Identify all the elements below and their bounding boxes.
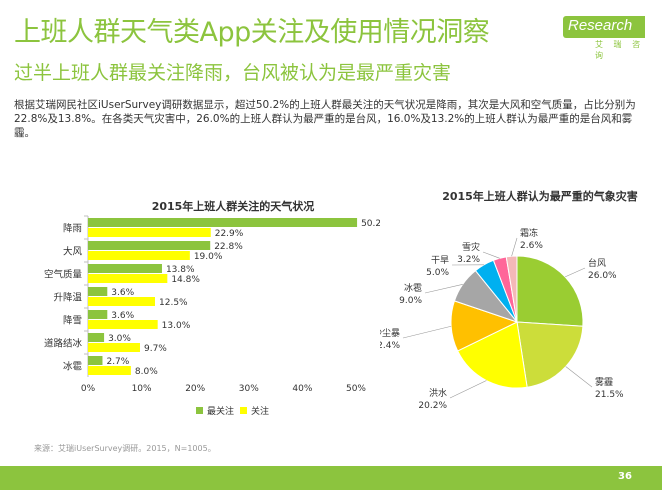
bar-data-label: 3.6% bbox=[111, 288, 134, 298]
bar-concern bbox=[88, 366, 131, 375]
pie-leader-line bbox=[449, 380, 487, 399]
bar-data-label: 8.0% bbox=[135, 367, 158, 377]
pie-slice-value: 5.0% bbox=[426, 268, 449, 278]
pie-slice-label: 洪水 bbox=[429, 387, 447, 399]
bar-data-label: 12.5% bbox=[159, 298, 188, 308]
bar-data-label: 14.8% bbox=[171, 275, 200, 285]
bar-x-tick-label: 20% bbox=[185, 384, 205, 394]
source-note: 来源：艾瑞iUserSurvey调研。2015，N=1005。 bbox=[34, 444, 216, 453]
logo-text: Research bbox=[568, 17, 633, 34]
bar-category-label: 空气质量 bbox=[44, 269, 83, 281]
bar-legend-label: 关注 bbox=[251, 405, 269, 417]
pie-slice-label: 雪灾 bbox=[462, 241, 480, 253]
bar-legend-swatch bbox=[240, 407, 247, 414]
bar-data-label: 3.6% bbox=[111, 311, 134, 321]
pie-leader-line bbox=[424, 283, 463, 294]
page-number: 36 bbox=[618, 471, 632, 482]
pie-slice-label: 霜冻 bbox=[520, 227, 538, 239]
bar-data-label: 50.2 bbox=[361, 219, 380, 229]
pie-slice bbox=[516, 255, 584, 327]
logo-background bbox=[563, 16, 645, 38]
pie-slice-label: 台风 bbox=[588, 257, 606, 269]
bar-chart: 降雨 50.2 22.9% 大风 22.8%19.0% 空气质量 13.8%14.8% 升降温… bbox=[44, 215, 380, 417]
bar-concern bbox=[88, 228, 211, 237]
pie-slice-value: 20.2% bbox=[418, 401, 447, 411]
pie-slice-value: 26.0% bbox=[588, 271, 617, 281]
bar-legend-swatch bbox=[196, 407, 203, 414]
bar-concern bbox=[88, 320, 158, 329]
bar-x-tick-label: 40% bbox=[292, 384, 312, 394]
pie-leader-line bbox=[402, 325, 452, 339]
bar-most-concern bbox=[88, 333, 105, 342]
bar-data-label: 2.7% bbox=[106, 357, 129, 367]
bar-category-label: 大风 bbox=[63, 246, 83, 258]
bar-concern bbox=[88, 297, 155, 306]
pie-chart-title: 2015年上班人群认为最严重的气象灾害 bbox=[442, 190, 638, 203]
bar-concern bbox=[88, 251, 190, 260]
bar-data-label: 3.0% bbox=[108, 334, 131, 344]
bar-x-tick-label: 50% bbox=[346, 384, 366, 394]
pie-slice bbox=[516, 321, 584, 388]
pie-chart: 台风 26.0% 雾霾 21.5% 洪水 20.2% 沙尘暴 12.4% 冰雹 9.0% 干旱 5.0… bbox=[380, 227, 624, 411]
bar-most-concern bbox=[88, 310, 108, 319]
bar-data-label: 9.7% bbox=[144, 344, 167, 354]
bar-legend-label: 最关注 bbox=[207, 405, 234, 417]
pie-slice-label: 干旱 bbox=[431, 255, 449, 266]
bar-most-concern bbox=[88, 264, 162, 273]
bar-most-concern bbox=[88, 287, 108, 296]
pie-slice-label: 雾霾 bbox=[595, 377, 613, 388]
pie-slice-value: 12.4% bbox=[380, 341, 400, 351]
footer-bar bbox=[0, 466, 662, 490]
bar-most-concern bbox=[88, 218, 358, 227]
bar-chart-title: 2015年上班人群关注的天气状况 bbox=[151, 200, 315, 213]
page-subtitle: 过半上班人群最关注降雨，台风被认为是最严重灾害 bbox=[14, 62, 452, 84]
pie-slice-value: 3.2% bbox=[457, 255, 480, 265]
bar-category-label: 降雪 bbox=[63, 315, 82, 327]
pie-slice bbox=[457, 321, 528, 389]
bar-x-tick-label: 30% bbox=[239, 384, 259, 394]
pie-slice-value: 2.6% bbox=[520, 241, 543, 251]
bar-category-label: 道路结冰 bbox=[44, 338, 83, 350]
bar-data-label: 13.8% bbox=[166, 265, 195, 275]
pie-slice bbox=[505, 255, 518, 323]
bar-data-label: 19.0% bbox=[194, 252, 223, 262]
page-title: 上班人群天气类App关注及使用情况洞察 bbox=[14, 17, 490, 48]
bar-most-concern bbox=[88, 356, 103, 365]
bar-concern bbox=[88, 343, 140, 352]
bar-category-label: 降雨 bbox=[63, 223, 82, 235]
pie-leader-line bbox=[511, 237, 518, 257]
bar-data-label: 22.8% bbox=[214, 242, 243, 252]
bar-category-label: 升降温 bbox=[53, 292, 82, 304]
summary-paragraph: 根据艾瑞网民社区iUserSurvey调研数据显示，超过50.2%的上班人群最关… bbox=[14, 99, 636, 139]
pie-leader-line bbox=[565, 366, 593, 388]
pie-leader-line bbox=[565, 267, 586, 278]
bar-concern bbox=[88, 274, 168, 283]
bar-most-concern bbox=[88, 241, 211, 250]
bar-data-label: 13.0% bbox=[162, 321, 191, 331]
logo-subtext: 艾 瑞 咨 询 bbox=[595, 40, 645, 60]
bar-x-tick-label: 10% bbox=[132, 384, 152, 394]
bar-x-tick-label: 0% bbox=[81, 384, 96, 394]
pie-slice-value: 9.0% bbox=[399, 296, 422, 306]
pie-slice-label: 沙尘暴 bbox=[380, 328, 400, 339]
bar-category-label: 冰雹 bbox=[63, 361, 83, 373]
pie-slice-value: 21.5% bbox=[595, 390, 624, 400]
pie-slice-label: 冰雹 bbox=[404, 282, 422, 294]
pie-leader-line bbox=[482, 251, 500, 259]
bar-data-label: 22.9% bbox=[215, 229, 244, 239]
